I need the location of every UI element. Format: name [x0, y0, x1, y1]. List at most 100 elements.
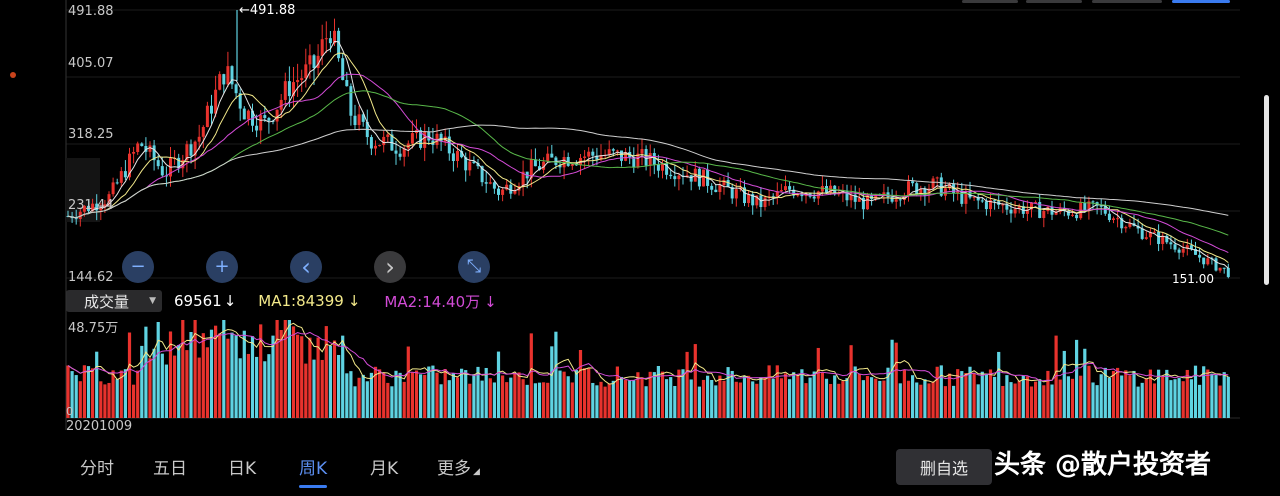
volume-bar	[734, 381, 738, 418]
zoom-out-button[interactable]: −	[122, 251, 154, 283]
candle-body	[599, 155, 603, 160]
tab-monthly-k[interactable]: 月K	[370, 459, 399, 479]
candle-body	[743, 187, 746, 204]
remove-from-watchlist-button[interactable]: 删自选	[896, 449, 992, 485]
volume-bar	[1107, 377, 1111, 418]
candle-body	[611, 149, 615, 151]
candle-body	[472, 161, 476, 163]
tab-weekly-k[interactable]: 周K	[299, 454, 328, 488]
volume-bar	[1173, 379, 1177, 418]
volume-bar	[427, 366, 431, 418]
candle-body	[275, 109, 279, 122]
candle-body	[1009, 209, 1013, 214]
candle-body	[1066, 210, 1070, 216]
volume-bar	[1054, 335, 1058, 418]
top-button-4[interactable]	[1172, 0, 1230, 3]
candle-body	[1177, 249, 1181, 253]
tab-daily-k[interactable]: 日K	[228, 459, 257, 479]
candle-body	[857, 197, 861, 202]
price-tick-label: 144.62	[68, 270, 114, 285]
tab-five-day[interactable]: 五日	[153, 459, 187, 479]
volume-bar	[894, 342, 898, 418]
volume-bar	[611, 380, 615, 418]
chevron-right-icon: ›	[385, 253, 395, 281]
candle-body	[316, 55, 320, 68]
candle-body	[328, 38, 332, 44]
volume-bar	[751, 381, 755, 418]
candle-body	[341, 58, 345, 81]
scroll-left-button[interactable]: ‹	[290, 251, 322, 283]
volume-bar	[919, 384, 923, 418]
volume-bar	[447, 380, 451, 418]
candle-body	[890, 196, 894, 202]
candle-body	[283, 81, 287, 100]
volume-bar	[373, 366, 378, 418]
top-button-2[interactable]	[1026, 0, 1082, 3]
volume-bar	[419, 374, 423, 418]
volume-bar	[513, 372, 517, 418]
volume-bar	[382, 372, 386, 418]
price-tick-label: 405.07	[68, 56, 114, 71]
candle-body	[255, 125, 259, 131]
tab-more[interactable]: 更多 ◢	[437, 454, 480, 479]
volume-bar	[1066, 376, 1070, 418]
volume-bar	[980, 371, 984, 418]
volume-bar	[939, 365, 943, 418]
chevron-left-icon: ‹	[301, 253, 311, 281]
scrollbar[interactable]	[1264, 95, 1269, 285]
volume-bar	[726, 367, 730, 418]
volume-chart[interactable]	[0, 290, 1240, 430]
candle-body	[300, 78, 304, 81]
volume-bar	[357, 377, 361, 418]
volume-bar	[849, 345, 853, 418]
candle-body	[1124, 226, 1128, 229]
candle-body	[197, 136, 201, 142]
candle-body	[1030, 202, 1033, 210]
candle-body	[242, 108, 246, 120]
volume-axis-min: 0	[66, 405, 73, 418]
tab-intraday[interactable]: 分时	[80, 459, 114, 479]
volume-bar	[644, 386, 648, 418]
scroll-right-button[interactable]: ›	[374, 251, 406, 283]
zoom-in-button[interactable]: +	[206, 251, 238, 283]
candle-body	[160, 166, 164, 176]
top-button-3[interactable]	[1092, 0, 1162, 3]
volume-bar	[1177, 378, 1181, 418]
volume-bar	[1021, 375, 1025, 418]
candle-body	[722, 180, 726, 186]
volume-bar	[706, 375, 710, 418]
candle-body	[386, 134, 390, 137]
volume-bar	[123, 369, 127, 418]
ma2-value: MA2:14.40万 ↓	[384, 292, 497, 311]
volume-bar	[952, 385, 956, 418]
volume-bar	[607, 383, 611, 418]
volume-bar	[492, 382, 496, 418]
candle-body	[677, 175, 681, 180]
volume-bar	[460, 368, 464, 418]
volume-bar	[431, 365, 435, 418]
volume-bar	[968, 366, 972, 418]
volume-bar	[369, 372, 373, 418]
reset-zoom-button[interactable]: ⤡	[458, 251, 490, 283]
volume-bar	[870, 377, 874, 418]
candle-body	[1025, 209, 1029, 214]
candle-body	[119, 171, 123, 183]
price-chart[interactable]	[0, 0, 1240, 290]
candle-body	[1112, 218, 1115, 221]
indicator-select[interactable]: 成交量 ▼	[66, 290, 162, 312]
volume-bar	[898, 383, 902, 418]
candle-body	[156, 160, 160, 167]
candle-body	[1005, 204, 1009, 210]
volume-bar	[685, 351, 689, 418]
volume-bar	[300, 336, 304, 418]
candle-body	[632, 157, 636, 168]
volume-bar	[103, 384, 107, 418]
candle-body	[902, 196, 906, 200]
candle-body	[1034, 202, 1038, 204]
volume-bar	[1099, 374, 1103, 418]
volume-bar	[242, 330, 246, 418]
candle-body	[1128, 223, 1132, 227]
volume-ma1-line	[67, 322, 1229, 385]
candle-body	[648, 153, 652, 166]
top-button-1[interactable]	[962, 0, 1018, 3]
